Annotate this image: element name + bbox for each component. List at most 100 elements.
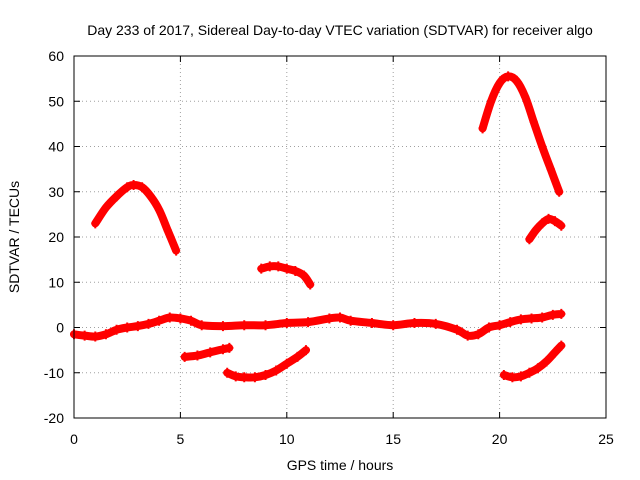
data-point bbox=[304, 317, 313, 328]
chart-title: Day 233 of 2017, Sidereal Day-to-day VTE… bbox=[87, 22, 593, 38]
y-tick-label: -20 bbox=[44, 410, 64, 426]
data-point bbox=[155, 204, 164, 215]
data-point bbox=[180, 351, 189, 362]
data-point bbox=[272, 365, 281, 376]
data-point bbox=[265, 261, 274, 272]
data-point bbox=[218, 344, 227, 355]
data-point bbox=[306, 279, 315, 290]
data-point bbox=[527, 313, 536, 324]
y-tick-label: 50 bbox=[48, 93, 64, 109]
data-point bbox=[187, 315, 196, 326]
data-point bbox=[282, 263, 291, 274]
data-point bbox=[431, 318, 440, 329]
series-arc-6 bbox=[478, 71, 564, 197]
series-line bbox=[223, 346, 310, 382]
data-point bbox=[453, 324, 462, 335]
y-tick-label: -10 bbox=[44, 365, 64, 381]
data-point bbox=[508, 372, 517, 383]
data-point bbox=[225, 342, 234, 353]
data-point bbox=[516, 371, 525, 382]
x-tick-label: 0 bbox=[70, 431, 78, 447]
y-tick-label: 0 bbox=[56, 320, 64, 336]
data-point bbox=[80, 330, 89, 341]
data-point bbox=[529, 116, 538, 127]
data-point bbox=[299, 270, 308, 281]
series-arc-3 bbox=[180, 342, 234, 362]
data-point bbox=[261, 370, 270, 381]
data-point bbox=[257, 263, 266, 274]
data-point bbox=[478, 123, 487, 134]
data-point bbox=[495, 78, 504, 89]
data-point bbox=[144, 318, 153, 329]
data-point bbox=[165, 312, 174, 323]
data-point bbox=[557, 340, 566, 351]
data-point bbox=[410, 317, 419, 328]
data-point bbox=[484, 322, 493, 333]
data-point bbox=[474, 329, 483, 340]
data-point bbox=[550, 216, 559, 227]
series-arc-2 bbox=[70, 308, 566, 342]
data-point bbox=[548, 309, 557, 320]
x-tick-label: 25 bbox=[598, 431, 614, 447]
y-axis: -20 -10 0 10 20 30 40 50 60 bbox=[44, 48, 606, 426]
data-point bbox=[101, 329, 110, 340]
data-point bbox=[367, 317, 376, 328]
data-point bbox=[499, 370, 508, 381]
data-point bbox=[521, 91, 530, 102]
grid-lines bbox=[74, 56, 606, 418]
data-point bbox=[218, 321, 227, 332]
data-point bbox=[542, 356, 551, 367]
data-point bbox=[123, 182, 132, 193]
data-point bbox=[555, 186, 564, 197]
series-arc-7 bbox=[525, 213, 566, 245]
y-tick-label: 20 bbox=[48, 229, 64, 245]
data-point bbox=[544, 213, 553, 224]
data-point bbox=[155, 315, 164, 326]
data-point bbox=[206, 347, 215, 358]
y-tick-label: 30 bbox=[48, 184, 64, 200]
y-tick-label: 10 bbox=[48, 274, 64, 290]
x-tick-label: 15 bbox=[385, 431, 401, 447]
data-point bbox=[240, 320, 249, 331]
data-point bbox=[250, 372, 259, 383]
data-point bbox=[197, 320, 206, 331]
data-point bbox=[223, 367, 232, 378]
data-point bbox=[231, 371, 240, 382]
data-point bbox=[531, 225, 540, 236]
data-point bbox=[163, 225, 172, 236]
series-line bbox=[91, 181, 181, 255]
data-point bbox=[557, 220, 566, 231]
y-tick-label: 40 bbox=[48, 139, 64, 155]
data-point bbox=[176, 313, 185, 324]
data-point bbox=[274, 261, 283, 272]
data-point bbox=[146, 191, 155, 202]
data-point bbox=[506, 317, 515, 328]
data-point bbox=[91, 331, 100, 342]
data-point bbox=[291, 265, 300, 276]
series-arc-4 bbox=[223, 345, 310, 383]
data-point bbox=[101, 202, 110, 213]
data-point bbox=[495, 320, 504, 331]
data-point bbox=[282, 358, 291, 369]
x-tick-label: 10 bbox=[279, 431, 295, 447]
data-series bbox=[70, 71, 566, 383]
data-point bbox=[538, 141, 547, 152]
data-point bbox=[512, 75, 521, 86]
data-point bbox=[538, 218, 547, 229]
x-tick-label: 5 bbox=[177, 431, 185, 447]
data-point bbox=[133, 321, 142, 332]
data-point bbox=[112, 191, 121, 202]
series-line bbox=[478, 72, 564, 196]
data-point bbox=[516, 314, 525, 325]
data-point bbox=[487, 96, 496, 107]
data-point bbox=[123, 322, 132, 333]
data-point bbox=[550, 347, 559, 358]
data-point bbox=[389, 320, 398, 331]
data-point bbox=[525, 367, 534, 378]
y-tick-label: 60 bbox=[48, 48, 64, 64]
data-point bbox=[525, 234, 534, 245]
data-point bbox=[557, 308, 566, 319]
data-point bbox=[538, 312, 547, 323]
data-point bbox=[172, 245, 181, 256]
